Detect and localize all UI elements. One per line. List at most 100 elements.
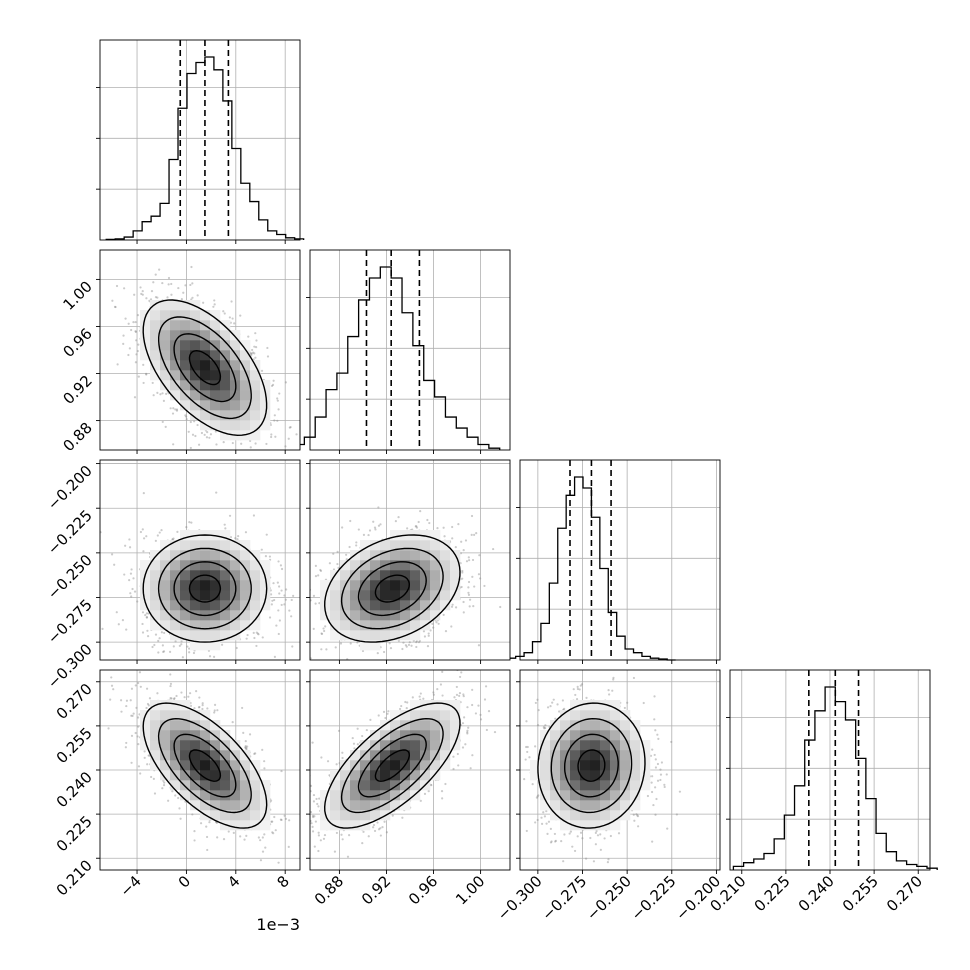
scatter-point bbox=[266, 346, 269, 350]
scatter-point bbox=[432, 626, 435, 629]
scatter-point bbox=[185, 526, 188, 529]
density-cell bbox=[170, 370, 181, 381]
density-cell bbox=[180, 310, 191, 321]
scatter-point bbox=[455, 693, 459, 697]
density-cell bbox=[260, 420, 271, 431]
scatter-point bbox=[374, 528, 377, 531]
density-cell bbox=[430, 590, 441, 601]
density-cell bbox=[250, 420, 261, 431]
density-cell bbox=[180, 370, 191, 381]
y-tick-label: 0.210 bbox=[53, 856, 96, 899]
scatter-point bbox=[345, 558, 348, 561]
scatter-point bbox=[147, 754, 150, 757]
density-cell bbox=[200, 550, 211, 561]
scatter-point bbox=[213, 299, 216, 302]
density-cell bbox=[230, 340, 241, 351]
scatter-point bbox=[301, 838, 303, 840]
scatter-point bbox=[215, 443, 218, 446]
scatter-point bbox=[122, 334, 125, 337]
scatter-point bbox=[273, 598, 276, 602]
density-cell bbox=[610, 730, 621, 741]
scatter-point bbox=[317, 574, 320, 577]
scatter-point bbox=[115, 284, 119, 288]
scatter-point bbox=[190, 265, 193, 269]
density-cell bbox=[190, 640, 201, 651]
density-cell bbox=[370, 560, 381, 571]
density-cell bbox=[370, 780, 381, 791]
scatter-point bbox=[341, 751, 344, 754]
density-cell bbox=[620, 790, 631, 801]
histogram-panel-3: 0.210 0.225 0.240 0.255 0.270 bbox=[706, 669, 938, 915]
scatter-point bbox=[129, 572, 133, 575]
scatter-point bbox=[162, 650, 166, 653]
axes-frame bbox=[309, 249, 511, 451]
density-cell bbox=[370, 800, 381, 811]
scatter-point bbox=[442, 526, 445, 529]
scatter-point bbox=[337, 729, 341, 732]
density-cell bbox=[190, 760, 201, 771]
density-cell bbox=[190, 380, 201, 391]
scatter-point bbox=[276, 581, 279, 584]
density-cell bbox=[180, 760, 191, 771]
density-cell bbox=[590, 800, 601, 811]
scatter-point bbox=[665, 773, 668, 776]
density-cell bbox=[630, 740, 641, 751]
scatter-point bbox=[146, 702, 150, 706]
scatter-point bbox=[462, 693, 465, 696]
scatter-point bbox=[290, 598, 293, 602]
density-cell bbox=[360, 630, 371, 641]
density-cell bbox=[200, 560, 211, 571]
scatter-point bbox=[253, 345, 256, 348]
density-cell bbox=[390, 790, 401, 801]
scatter-point bbox=[528, 756, 531, 759]
density-cell bbox=[220, 430, 231, 441]
scatter-point bbox=[391, 814, 394, 817]
scatter-point bbox=[367, 533, 370, 537]
scatter-point bbox=[606, 861, 609, 864]
scatter-point bbox=[540, 816, 543, 819]
scatter-point bbox=[266, 355, 270, 358]
density-cell bbox=[240, 420, 251, 431]
scatter-point bbox=[325, 648, 328, 651]
density-cell bbox=[350, 820, 361, 831]
density-cell bbox=[230, 550, 241, 561]
scatter-point bbox=[287, 845, 290, 848]
density-cell bbox=[400, 620, 411, 631]
density-cell bbox=[570, 780, 581, 791]
density-cell bbox=[370, 630, 381, 641]
density-cell bbox=[190, 710, 201, 721]
scatter-point bbox=[132, 712, 135, 715]
density-cell bbox=[560, 780, 571, 791]
y-tick-label: −0.250 bbox=[44, 551, 96, 603]
density-cell bbox=[180, 390, 191, 401]
axes-frame bbox=[99, 39, 301, 241]
scatter-point bbox=[170, 282, 173, 286]
scatter-point bbox=[525, 720, 528, 723]
scatter-point bbox=[549, 827, 552, 830]
scatter-point bbox=[275, 624, 278, 627]
contour-line bbox=[188, 574, 222, 603]
density-cell bbox=[590, 700, 601, 711]
scatter-point bbox=[161, 420, 164, 424]
density-cell bbox=[190, 620, 201, 631]
scatter-point bbox=[317, 831, 320, 834]
density-cell bbox=[180, 790, 191, 801]
density-cell bbox=[230, 390, 241, 401]
scatter-point bbox=[465, 560, 469, 563]
density-cell bbox=[210, 770, 221, 781]
scatter-point bbox=[312, 627, 315, 630]
scatter-point bbox=[333, 850, 337, 853]
scatter-point bbox=[289, 425, 292, 429]
scatter-point bbox=[122, 342, 125, 345]
density-cell bbox=[630, 790, 641, 801]
density-cell bbox=[200, 720, 211, 731]
scatter-point bbox=[216, 709, 219, 712]
scatter-point bbox=[285, 588, 288, 591]
density-cell bbox=[410, 720, 421, 731]
density-cell bbox=[420, 740, 431, 751]
scatter-point bbox=[450, 605, 454, 608]
scatter-point bbox=[141, 293, 144, 296]
density-cell bbox=[320, 580, 331, 591]
scatter-point bbox=[271, 820, 274, 823]
scatter-point bbox=[188, 647, 191, 650]
